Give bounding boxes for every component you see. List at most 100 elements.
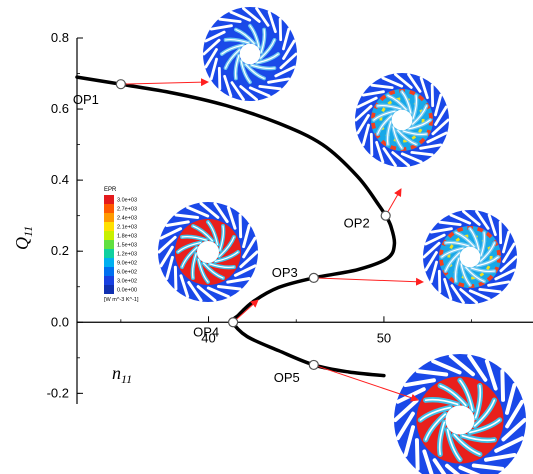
guide-vane [267,77,291,84]
guide-vane [424,251,438,272]
guide-vane [422,241,441,259]
runner-blade-edge [439,384,467,407]
guide-vane [282,39,296,60]
op-marker [380,210,391,221]
guide-vane [204,48,218,69]
guide-vane [395,411,415,441]
runner-blade-edge [460,263,471,286]
x-axis-title-main: n [112,363,121,383]
runner-blade-edge [249,25,260,48]
op-marker [308,272,319,283]
guide-vane [209,57,218,81]
guide-vane [209,24,233,31]
runner-blade-edge [260,28,266,53]
x-tick-label: 50 [377,330,391,345]
runner-hub [445,405,475,435]
legend-swatch [104,249,114,258]
guide-vane [242,224,251,249]
guide-vane [267,10,277,34]
guide-vane [468,289,491,301]
y-tick-label: 0.6 [51,101,69,116]
runner-inset-5 [393,353,527,474]
runner-blade-edge [465,266,485,283]
op-arrow [120,78,209,87]
runner-blade-edge [197,258,209,283]
guide-vane [403,378,436,388]
runner-blade-edge [234,55,240,80]
guide-vane [450,284,465,305]
runner-blade-edge [177,241,202,253]
runner-blade-edge [473,399,496,427]
y-tick-label: -0.2 [47,385,69,400]
runner-inset-3 [422,209,518,305]
legend-entry: 0.0e+00 [117,288,137,294]
guide-vane [239,250,259,269]
runner-blade-edge [453,433,481,456]
legend-swatch [104,231,114,240]
guide-vane [475,209,490,230]
guide-vane [187,280,203,303]
runner-blade-edge [408,119,431,130]
labels: OP1 OP2 OP3 OP4 OP5 [73,92,370,385]
warm-ring [379,97,425,143]
guide-vane [202,38,221,56]
guide-vane [213,201,229,224]
guide-vane [504,383,517,415]
guide-vane [248,86,271,98]
guide-vane [434,93,443,117]
arrows [120,78,424,402]
guide-vane [242,236,257,259]
runner-hub [391,109,413,131]
guide-vane [419,143,443,150]
ticks: 0.8 0.6 0.4 0.2 0.0 -0.2 40 50 [47,30,473,400]
x-axis-title-sub: 11 [121,372,132,386]
legend-swatch [104,204,114,213]
guide-vane [431,118,450,136]
runner-blade-edge [207,221,219,246]
runner-blade-edge [181,235,207,241]
guide-vane [502,242,516,263]
guide-vane [424,233,446,246]
runner-blade-edge [192,225,214,242]
guide-vane [431,359,462,375]
runner-blade-edge [479,242,496,262]
guide-vane [233,264,257,277]
guide-vane [216,284,242,291]
guide-vane [279,52,298,70]
guide-vane [255,6,270,27]
y-axis-title-sub: 11 [21,226,35,237]
guide-vane [429,260,438,284]
guide-vane [186,205,210,218]
guide-vane [505,399,525,429]
runner-blade-edge [397,129,417,146]
guide-vane [478,287,502,294]
op-marker [227,317,239,328]
guide-vane [494,268,516,281]
curve [75,75,397,378]
guide-vane [391,151,410,168]
legend-swatch [104,267,114,276]
runner-blade-edge [446,429,461,461]
guide-vane [226,205,237,230]
legend-swatch [104,258,114,267]
runner-blade-edge [191,253,197,279]
runner-blade-edge [251,64,276,70]
runner-blade-edge [474,384,482,419]
runner-blade-edge [471,267,496,273]
op-arrow [313,277,424,286]
guide-vane [487,213,497,237]
guide-vane [426,131,448,144]
guide-vane [501,418,527,442]
op-label: OP5 [274,370,300,385]
legend-entry: 2.7e+03 [117,207,137,213]
guide-vane [429,227,453,234]
guide-vane [361,123,370,147]
guide-vane [414,438,420,471]
guide-vane [204,30,226,43]
guide-vane [159,227,183,240]
guide-vane [229,10,252,22]
guide-vane [382,147,397,168]
op-label: OP1 [73,92,99,107]
runner-blade-edge [461,434,496,442]
guide-vane [165,220,190,228]
